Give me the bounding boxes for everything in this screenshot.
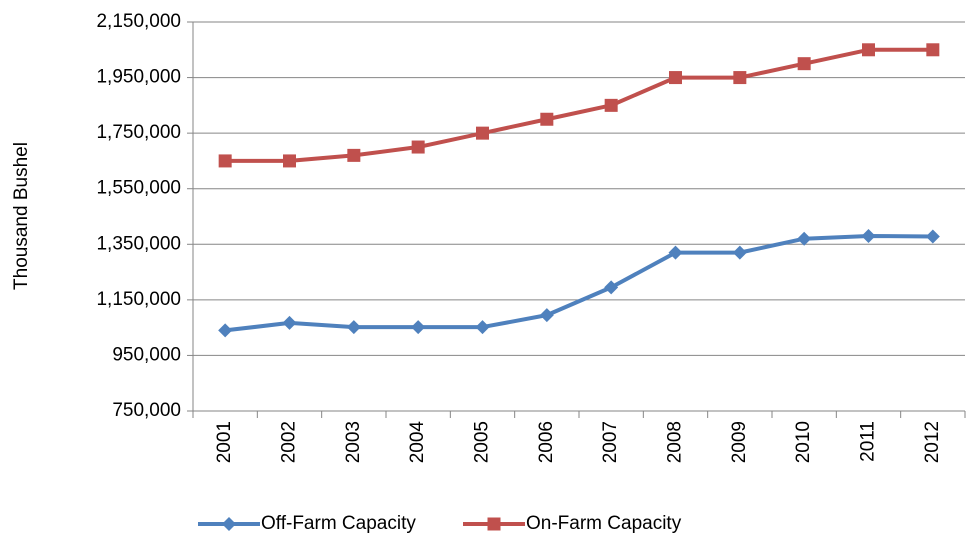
- legend-label: Off-Farm Capacity: [261, 513, 416, 534]
- y-axis-label: Thousand Bushel: [11, 142, 32, 290]
- point-marker: [669, 71, 682, 85]
- point-marker: [797, 57, 811, 71]
- point-marker: [218, 154, 232, 168]
- point-marker: [733, 71, 747, 85]
- y-tick-label: 750,000: [112, 400, 181, 421]
- x-tick-label: 2001: [214, 421, 235, 463]
- point-marker: [862, 43, 875, 57]
- point-marker: [282, 315, 297, 330]
- legend-label: On-Farm Capacity: [526, 513, 682, 534]
- point-marker: [475, 320, 490, 335]
- x-tick-label: 2007: [600, 421, 621, 463]
- y-tick-label: 1,750,000: [96, 122, 181, 143]
- legend-marker: [487, 517, 501, 531]
- point-marker: [476, 126, 489, 140]
- x-tick-label: 2005: [472, 421, 493, 463]
- x-tick-label: 2011: [858, 421, 879, 462]
- y-tick-label: 2,150,000: [96, 11, 181, 32]
- y-tick-label: 950,000: [112, 344, 181, 365]
- y-tick-label: 1,550,000: [96, 178, 181, 199]
- point-marker: [925, 229, 940, 244]
- x-tick-label: 2012: [922, 421, 943, 463]
- point-marker: [540, 112, 554, 126]
- x-tick-label: 2002: [279, 421, 300, 463]
- x-tick-label: 2003: [343, 421, 364, 463]
- y-tick-label: 1,950,000: [96, 67, 181, 88]
- point-marker: [347, 148, 361, 162]
- point-marker: [861, 228, 876, 243]
- point-marker: [668, 245, 683, 260]
- x-tick-label: 2008: [665, 421, 686, 463]
- series-line: [224, 233, 933, 333]
- x-tick-label: 2009: [729, 421, 750, 463]
- legend-marker: [222, 517, 236, 531]
- point-marker: [539, 308, 554, 323]
- point-marker: [732, 245, 747, 260]
- x-tick-label: 2006: [536, 421, 557, 463]
- point-marker: [283, 154, 296, 168]
- point-marker: [604, 280, 619, 295]
- point-marker: [926, 43, 940, 57]
- point-marker: [411, 140, 425, 154]
- point-marker: [797, 231, 812, 246]
- y-tick-label: 1,150,000: [96, 289, 181, 310]
- x-tick-label: 2010: [793, 421, 814, 463]
- y-tick-label: 1,350,000: [96, 233, 181, 254]
- point-marker: [346, 320, 361, 335]
- point-marker: [411, 320, 426, 335]
- series-line: [225, 47, 933, 163]
- point-marker: [604, 98, 618, 112]
- x-tick-label: 2004: [407, 421, 428, 464]
- point-marker: [218, 323, 233, 338]
